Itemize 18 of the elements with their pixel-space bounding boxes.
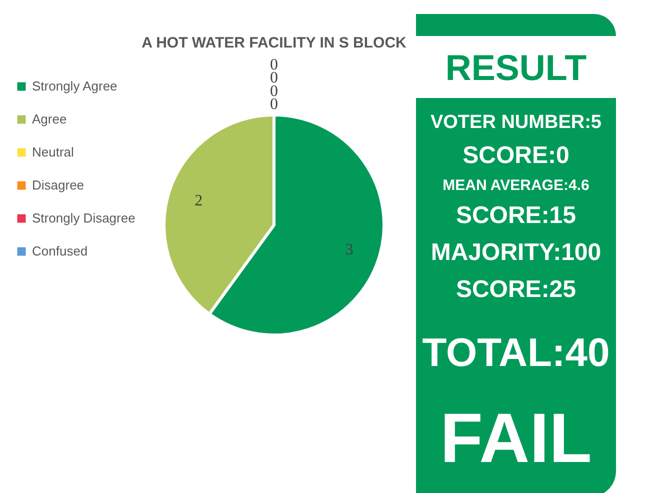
legend-label: Neutral <box>32 144 74 160</box>
legend-label: Strongly Disagree <box>32 210 136 226</box>
text: MEAN AVERAGE:4.6 <box>442 176 590 196</box>
chart-title: A HOT WATER FACILITY IN S BLOCK <box>142 34 407 52</box>
text: SCORE:0 <box>462 141 570 171</box>
data-label: 3 <box>345 241 354 258</box>
text: VOTER NUMBER:5 <box>429 111 602 135</box>
legend-label: Confused <box>32 244 88 258</box>
legend-label: Agree <box>32 112 67 126</box>
text: SCORE:15 <box>454 201 578 231</box>
data-label: 2 <box>194 192 203 210</box>
text: RESULT <box>444 47 588 88</box>
text: TOTAL:40 <box>421 330 611 377</box>
text: SCORE:25 <box>454 275 578 305</box>
legend-label: Strongly Agree <box>32 78 118 94</box>
text: FAIL <box>439 398 593 479</box>
text: MAJORITY:100 <box>430 238 602 268</box>
legend-label: Disagree <box>32 178 84 192</box>
